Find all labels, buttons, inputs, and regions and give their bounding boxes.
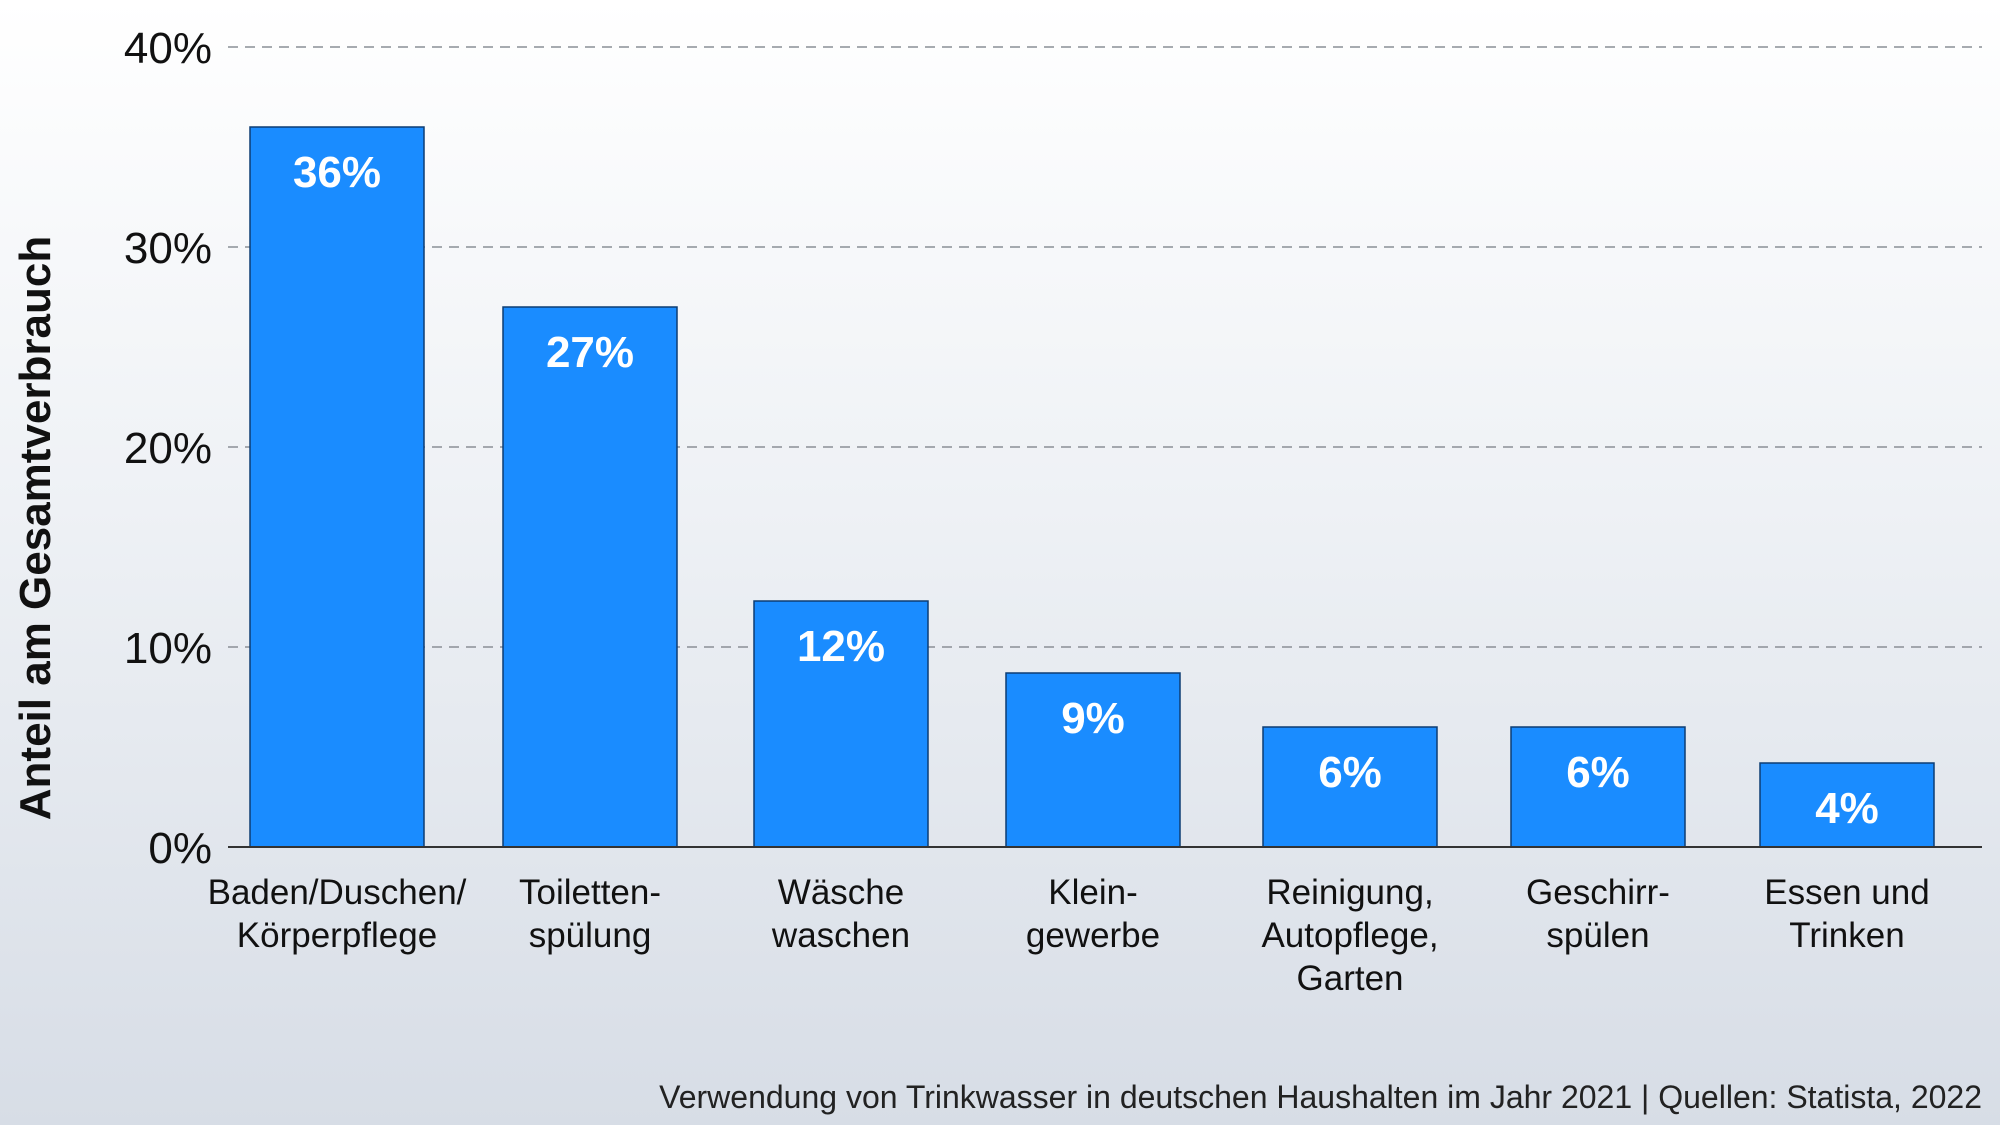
y-tick-label: 10% <box>124 624 212 673</box>
bar-value-label: 36% <box>293 148 381 197</box>
bar <box>1005 672 1181 848</box>
x-category-label: Toiletten-spülung <box>519 873 661 955</box>
y-axis-ticks: 0% 10% 20% 30% 40% <box>124 24 212 873</box>
x-category-label: Wäsche waschen <box>771 873 910 955</box>
x-category-label-line: Geschirr- <box>1526 873 1670 912</box>
bar-value-label: 27% <box>546 328 634 377</box>
y-tick-label: 30% <box>124 224 212 273</box>
x-axis-labels: Baden/Duschen/Körperpflege Toiletten-spül… <box>208 873 1930 998</box>
bar <box>1759 762 1935 848</box>
x-category-label-line: Toiletten- <box>519 873 661 912</box>
x-category-label-line: Wäsche <box>778 873 904 912</box>
bar <box>249 126 425 848</box>
x-category-label-line: Baden/Duschen/ <box>208 873 467 912</box>
bar-value-label: 6% <box>1318 748 1382 797</box>
x-category-label: Baden/Duschen/Körperpflege <box>208 873 467 955</box>
bar-value-label: 9% <box>1061 694 1125 743</box>
x-category-label-line: Garten <box>1297 959 1404 998</box>
y-tick-label: 0% <box>148 824 212 873</box>
x-category-label-line: Trinken <box>1789 916 1904 955</box>
bar <box>502 306 678 848</box>
bar-value-label: 6% <box>1566 748 1630 797</box>
bars <box>249 126 1935 848</box>
value-labels: 36% 27% 12% 9% 6% 6% 4% <box>293 148 1879 833</box>
x-category-label-line: spülen <box>1546 916 1649 955</box>
bar-value-label: 12% <box>797 622 885 671</box>
x-category-label: Reinigung, Autopflege, Garten <box>1261 873 1438 998</box>
x-category-label: Essen und Trinken <box>1764 873 1929 955</box>
x-category-label-line: Autopflege, <box>1261 916 1438 955</box>
x-category-label-line: Klein- <box>1048 873 1137 912</box>
x-category-label-line: waschen <box>771 916 910 955</box>
y-tick-label: 20% <box>124 424 212 473</box>
source-caption: Verwendung von Trinkwasser in deutschen … <box>659 1079 1982 1115</box>
x-category-label-line: spülung <box>529 916 652 955</box>
bar <box>753 600 929 848</box>
bar <box>1510 726 1686 848</box>
x-category-label-line: Körperpflege <box>237 916 437 955</box>
grid-lines <box>228 46 1982 648</box>
y-tick-label: 40% <box>124 24 212 73</box>
bar <box>1262 726 1438 848</box>
y-axis-title: Anteil am Gesamtverbrauch <box>11 236 60 820</box>
bar-value-label: 4% <box>1815 784 1879 833</box>
x-category-label-line: Essen und <box>1764 873 1929 912</box>
x-category-label-line: Reinigung, <box>1266 873 1433 912</box>
x-category-label-line: gewerbe <box>1026 916 1160 955</box>
x-category-label: Geschirr-spülen <box>1526 873 1670 955</box>
x-category-label: Klein-gewerbe <box>1026 873 1160 955</box>
